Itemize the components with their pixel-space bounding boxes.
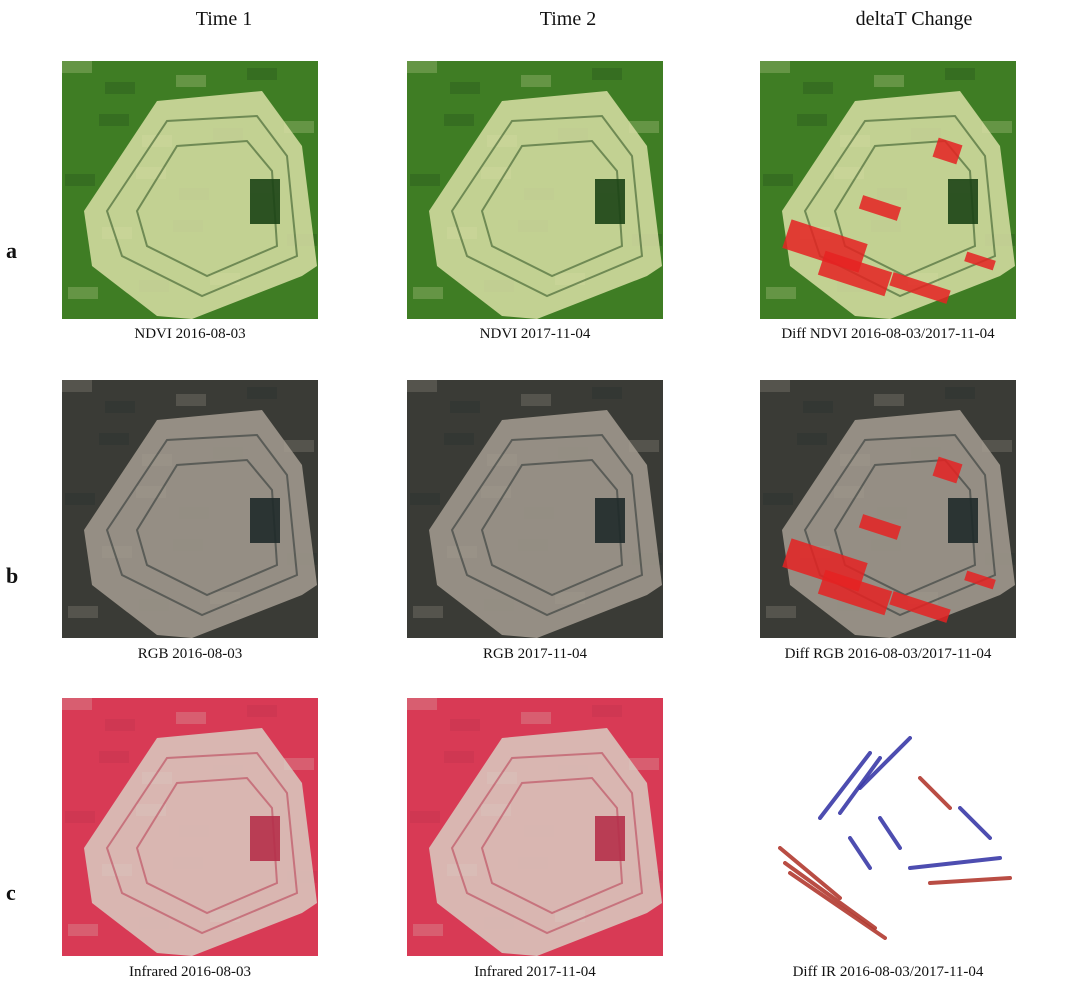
- column-header-time1: Time 1: [195, 8, 253, 30]
- caption-ndvi-diff: Diff NDVI 2016-08-03/2017-11-04: [781, 326, 995, 342]
- rgb-time1-image: [62, 380, 318, 638]
- ir-time1-image: [62, 698, 318, 956]
- ir-time2-image: [407, 698, 663, 956]
- ir-diff-image: [760, 698, 1016, 956]
- ndvi-time2-image: [407, 61, 663, 319]
- row-label-c: c: [6, 880, 16, 905]
- column-header-time2: Time 2: [539, 8, 597, 30]
- ndvi-time1-image: [62, 61, 318, 319]
- ndvi-diff-image: [760, 61, 1016, 319]
- row-label-a: a: [6, 238, 17, 263]
- caption-ir-time2: Infrared 2017-11-04: [474, 964, 596, 980]
- rgb-diff-image: [760, 380, 1016, 638]
- rgb-time2-image: [407, 380, 663, 638]
- caption-rgb-time2: RGB 2017-11-04: [482, 646, 588, 662]
- column-header-deltat: deltaT Change: [855, 8, 973, 30]
- caption-ir-diff: Diff IR 2016-08-03/2017-11-04: [792, 964, 984, 980]
- caption-ndvi-time2: NDVI 2017-11-04: [479, 326, 591, 342]
- caption-rgb-diff: Diff RGB 2016-08-03/2017-11-04: [784, 646, 992, 662]
- caption-ir-time1: Infrared 2016-08-03: [128, 964, 252, 980]
- caption-ndvi-time1: NDVI 2016-08-03: [134, 326, 246, 342]
- caption-rgb-time1: RGB 2016-08-03: [137, 646, 243, 662]
- row-label-b: b: [6, 563, 19, 588]
